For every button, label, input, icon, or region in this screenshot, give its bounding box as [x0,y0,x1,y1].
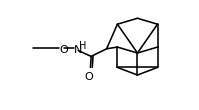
Text: O: O [59,45,68,55]
Text: N: N [74,45,83,55]
Text: H: H [79,41,86,51]
Text: O: O [84,72,93,82]
